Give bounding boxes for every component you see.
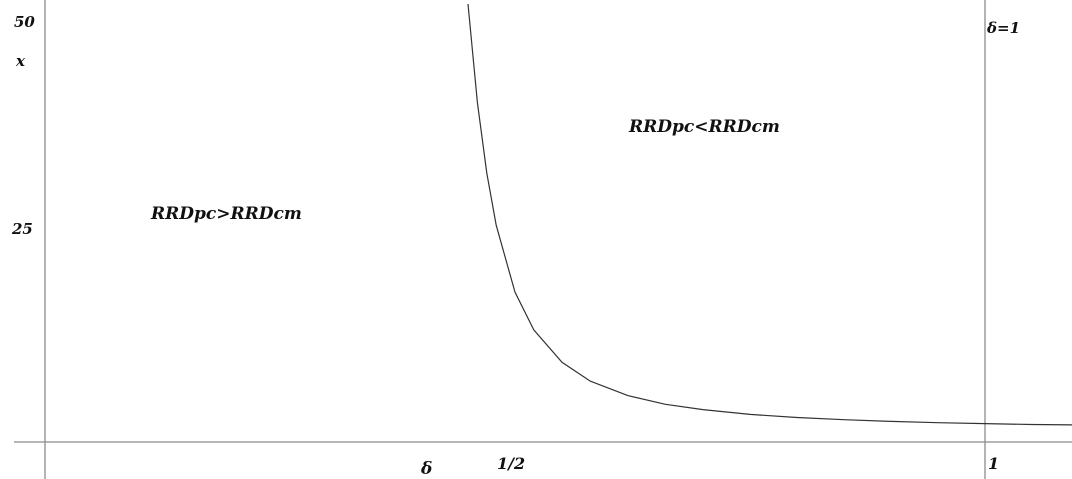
- y-axis-label: x: [15, 52, 26, 70]
- y-tick-label-25: 25: [11, 220, 33, 238]
- series-line-0: [467, 3, 1072, 426]
- region-label-pc-greater: RRDpc>RRDcm: [150, 204, 302, 224]
- region-label-pc-less: RRDpc<RRDcm: [628, 117, 780, 137]
- series-layer: [467, 3, 1072, 426]
- x-axis-label: δ: [420, 459, 432, 479]
- delta-equals-one-label: δ=1: [986, 19, 1020, 37]
- x-tick-label-one: 1: [988, 454, 999, 473]
- x-tick-label-half: 1/2: [497, 454, 525, 473]
- y-tick-label-50: 50: [14, 13, 35, 31]
